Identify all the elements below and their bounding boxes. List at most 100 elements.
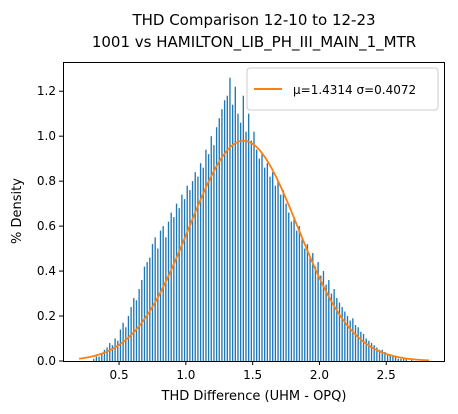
- histogram-bar: [261, 154, 262, 361]
- x-tick-label: 1.5: [243, 368, 262, 382]
- histogram-bar: [240, 123, 241, 361]
- chart-title-line-1: THD Comparison 12-10 to 12-23: [131, 11, 375, 29]
- histogram-bar: [157, 249, 158, 361]
- histogram-bar: [219, 118, 220, 361]
- histogram-bar: [208, 154, 209, 361]
- histogram-bar: [368, 341, 369, 361]
- y-tick-label: 0.0: [37, 354, 56, 368]
- histogram-bar: [227, 96, 228, 361]
- histogram-bar: [101, 354, 102, 361]
- histogram-bar: [307, 244, 308, 361]
- histogram-bar: [93, 359, 94, 361]
- histogram-bar: [243, 96, 244, 361]
- histogram-bar: [336, 298, 337, 361]
- histogram-bar: [371, 343, 372, 361]
- histogram-bar: [200, 163, 201, 361]
- histogram-bar: [114, 339, 115, 361]
- histogram-bar: [168, 222, 169, 361]
- histogram-bar: [237, 114, 238, 361]
- histogram-bar: [344, 312, 345, 361]
- histogram-bar: [163, 226, 164, 361]
- histogram-bar: [224, 100, 225, 361]
- histogram-bar: [195, 172, 196, 361]
- histogram-bar: [358, 327, 359, 361]
- histogram-bar: [216, 127, 217, 361]
- histogram-bar: [251, 141, 252, 361]
- histogram-bar: [280, 195, 281, 361]
- histogram-bar: [267, 163, 268, 361]
- histogram-bar: [187, 186, 188, 361]
- histogram-bar: [192, 181, 193, 361]
- histogram-bar: [272, 172, 273, 361]
- histogram-bar: [173, 217, 174, 361]
- histogram-bar: [285, 204, 286, 361]
- y-axis-label: % Density: [10, 178, 25, 244]
- legend-label-fit-curve: μ=1.4314 σ=0.4072: [293, 83, 416, 97]
- histogram-bar: [205, 150, 206, 361]
- histogram-bar: [112, 345, 113, 361]
- histogram-bar: [154, 237, 155, 361]
- histogram-bar: [96, 357, 97, 362]
- histogram-bar: [333, 289, 334, 361]
- histogram-bar: [347, 316, 348, 361]
- histogram-bar: [360, 332, 361, 361]
- histogram-bar: [341, 307, 342, 361]
- histogram-bar: [352, 318, 353, 361]
- histogram-bar: [171, 213, 172, 361]
- histogram-bar: [350, 321, 351, 361]
- histogram-bar: [259, 159, 260, 361]
- histogram-bar: [301, 240, 302, 361]
- histogram-bar: [288, 213, 289, 361]
- histogram-bar: [400, 359, 401, 361]
- y-tick-label: 0.4: [37, 264, 56, 278]
- histogram-bar: [304, 249, 305, 361]
- histogram-bar: [152, 244, 153, 361]
- histogram-bar: [277, 181, 278, 361]
- histogram-bar: [403, 359, 404, 361]
- histogram-bar: [320, 276, 321, 361]
- legend: μ=1.4314 σ=0.4072: [247, 68, 438, 110]
- y-tick-label: 1.0: [37, 129, 56, 143]
- histogram-bar: [213, 145, 214, 361]
- histogram-bar: [248, 114, 249, 361]
- x-axis-label: THD Difference (UHM - OPQ): [161, 389, 347, 404]
- histogram-bar: [325, 285, 326, 361]
- chart-title-line-2: 1001 vs HAMILTON_LIB_PH_III_MAIN_1_MTR: [92, 33, 416, 52]
- histogram-bar: [299, 226, 300, 361]
- histogram-bar: [296, 231, 297, 361]
- x-tick-label: 2.0: [310, 368, 329, 382]
- y-tick-label: 0.8: [37, 174, 56, 188]
- histogram-bar: [189, 190, 190, 361]
- histogram-bar: [229, 78, 230, 361]
- histogram-bar: [339, 303, 340, 361]
- x-tick-label: 1.0: [176, 368, 195, 382]
- histogram-bar: [315, 267, 316, 361]
- histogram-bar: [179, 208, 180, 361]
- histogram-bar: [211, 136, 212, 361]
- histogram-bar: [392, 357, 393, 362]
- histogram-bar: [109, 343, 110, 361]
- x-tick-label: 0.5: [110, 368, 129, 382]
- y-tick-label: 1.2: [37, 84, 56, 98]
- histogram-bar: [398, 359, 399, 361]
- histogram-bar: [366, 339, 367, 361]
- y-tick-label: 0.2: [37, 309, 56, 323]
- histogram-bar: [146, 262, 147, 361]
- histogram-bar: [117, 341, 118, 361]
- histogram-bar: [283, 190, 284, 361]
- y-tick-label: 0.6: [37, 219, 56, 233]
- histogram-bar: [355, 325, 356, 361]
- histogram-bar: [264, 168, 265, 361]
- histogram-bar: [144, 267, 145, 361]
- histogram-bar: [181, 195, 182, 361]
- histogram-bar: [363, 334, 364, 361]
- histogram-bar: [106, 348, 107, 361]
- histogram-bar: [293, 217, 294, 361]
- histogram-bar: [133, 298, 134, 361]
- histogram-bar: [309, 258, 310, 361]
- histogram-bar: [184, 199, 185, 361]
- histogram-bar: [275, 186, 276, 361]
- histogram-bar: [291, 222, 292, 361]
- histogram-bar: [232, 105, 233, 361]
